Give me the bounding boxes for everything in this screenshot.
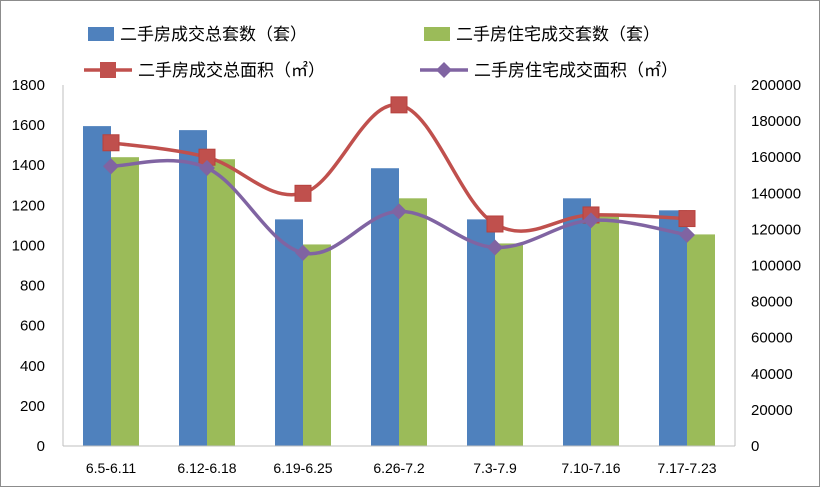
line-point-diamond (103, 158, 119, 175)
y-left-tick-label: 1400 (12, 157, 45, 174)
line-series-group (102, 96, 696, 261)
x-tick-label: 6.5-6.11 (86, 460, 137, 476)
y-left-tick-label: 200 (20, 398, 45, 415)
bar-2 (207, 159, 235, 446)
legend-marker-square (100, 62, 116, 78)
bar-2 (591, 213, 619, 446)
y-left-tick-label: 0 (37, 438, 45, 455)
x-axis: 6.5-6.11 6.12-6.18 6.19-6.25 6.26-7.2 7.3-7.… (63, 445, 735, 476)
legend-marker-diamond (436, 62, 452, 78)
y-right-tick-label: 80000 (751, 294, 793, 311)
line-point-square (294, 184, 312, 202)
y-right-tick-label: 200000 (751, 77, 801, 94)
line-point-diamond (583, 212, 599, 229)
x-tick-label: 6.26-7.2 (373, 460, 425, 476)
line-point-diamond (295, 244, 311, 261)
legend-label: 二手房住宅成交套数（套） (456, 25, 660, 45)
bar-1 (83, 126, 111, 446)
x-tick-label: 7.3-7.9 (473, 460, 517, 476)
bar-1 (179, 130, 207, 446)
bar-1 (659, 210, 687, 446)
line-point-diamond (199, 160, 215, 177)
y-left-tick-label: 400 (20, 358, 45, 375)
bar-2 (303, 244, 331, 446)
y-left-tick-label: 1200 (12, 197, 45, 214)
line-point-square (102, 134, 120, 152)
y-right-tick-label: 140000 (751, 185, 801, 202)
y-axis-left: 0 200 400 600 800 1000 1200 1400 1600 1800 (12, 77, 64, 455)
y-left-tick-label: 600 (20, 318, 45, 335)
y-axis-right: 0 20000 40000 60000 80000 100000 120000 140000 1… (734, 77, 801, 455)
bar-series-group (83, 126, 715, 446)
legend-label: 二手房成交总面积（㎡） (138, 61, 325, 81)
legend-label: 二手房成交总套数（套） (120, 25, 307, 45)
y-right-tick-label: 100000 (751, 258, 801, 275)
line-point-square (486, 215, 504, 233)
x-tick-label: 6.19-6.25 (273, 460, 332, 476)
x-tick-label: 7.17-7.23 (657, 460, 716, 476)
y-left-tick-label: 1000 (12, 237, 45, 254)
y-right-tick-label: 40000 (751, 366, 793, 383)
y-right-tick-label: 20000 (751, 402, 793, 419)
line-point-square (678, 210, 696, 228)
y-left-tick-label: 800 (20, 278, 45, 295)
y-right-tick-label: 180000 (751, 113, 801, 130)
bar-2 (111, 157, 139, 446)
line-point-square (390, 96, 408, 114)
bar-2 (399, 198, 427, 446)
y-right-tick-label: 160000 (751, 149, 801, 166)
y-left-tick-label: 1800 (12, 77, 45, 94)
legend: 二手房成交总套数（套） 二手房住宅成交套数（套） 二手房成交总面积（㎡） 二手房住宅成… (84, 25, 678, 81)
bar-1 (275, 219, 303, 446)
bar-1 (467, 219, 495, 446)
legend-swatch-bar (424, 27, 450, 41)
y-right-tick-label: 120000 (751, 221, 801, 238)
legend-swatch-bar (88, 27, 114, 41)
line-point-diamond (679, 226, 695, 243)
bar-1 (563, 198, 591, 446)
y-right-tick-label: 60000 (751, 330, 793, 347)
y-right-tick-label: 0 (751, 438, 759, 455)
x-tick-label: 6.12-6.18 (177, 460, 236, 476)
x-tick-label: 7.10-7.16 (561, 460, 620, 476)
bar-2 (687, 234, 715, 446)
y-left-tick-label: 1600 (12, 117, 45, 134)
line-point-diamond (391, 203, 407, 220)
legend-label: 二手房住宅成交面积（㎡） (474, 61, 678, 81)
bar-2 (495, 243, 523, 446)
line-point-diamond (487, 239, 503, 256)
